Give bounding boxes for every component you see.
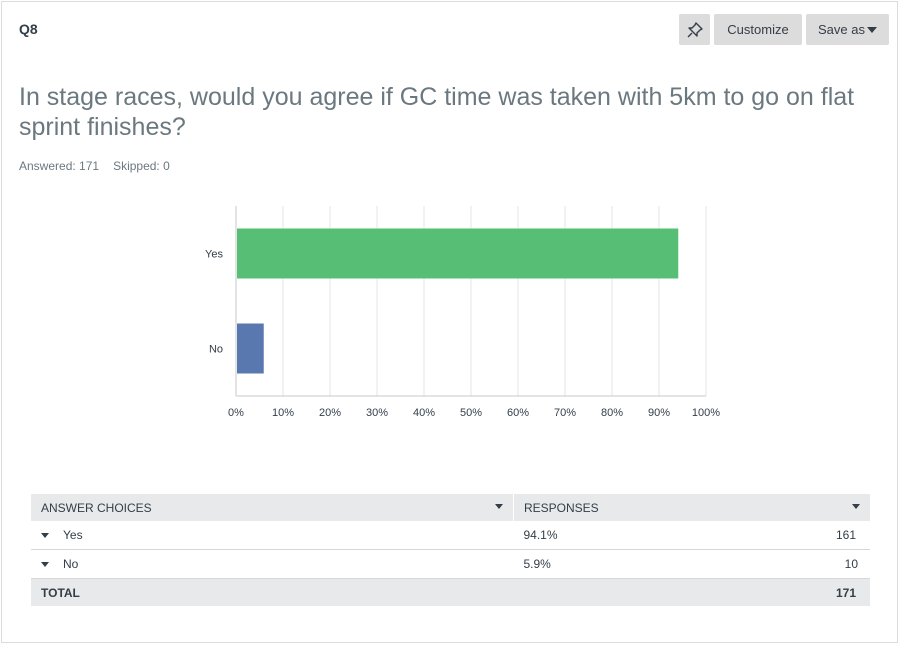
- x-tick-label: 80%: [601, 407, 623, 419]
- save-as-label: Save as: [818, 22, 865, 37]
- pin-icon: [687, 21, 703, 37]
- bar-yes: [237, 228, 679, 279]
- responses-table: ANSWER CHOICES RESPONSES Yes 94.1% 161: [31, 494, 870, 606]
- x-tick-label: 30%: [366, 407, 388, 419]
- x-tick-label: 40%: [413, 407, 435, 419]
- answer-choice-label: No: [63, 557, 79, 571]
- answer-choice-cell: No: [31, 549, 514, 579]
- question-number: Q8: [19, 21, 38, 37]
- total-label: TOTAL: [31, 578, 514, 606]
- x-tick-label: 90%: [648, 407, 670, 419]
- total-count: 171: [835, 585, 856, 600]
- sort-caret-icon[interactable]: [495, 504, 503, 509]
- response-percent: 94.1%: [523, 528, 558, 542]
- response-cell: 5.9% 10: [513, 549, 870, 579]
- response-percent: 5.9%: [523, 557, 551, 571]
- total-cell: 171: [513, 578, 870, 606]
- customize-button[interactable]: Customize: [714, 14, 802, 45]
- table-row: No 5.9% 10: [31, 549, 870, 579]
- response-count: 161: [835, 528, 856, 542]
- total-row: TOTAL 171: [31, 578, 870, 606]
- table-row: Yes 94.1% 161: [31, 521, 870, 550]
- answered-count: Answered: 171: [19, 159, 100, 173]
- answer-choice-label: Yes: [63, 528, 83, 542]
- x-tick-label: 20%: [319, 407, 341, 419]
- answer-choice-cell: Yes: [31, 521, 514, 550]
- column-header-responses[interactable]: RESPONSES: [513, 494, 870, 521]
- x-tick-label: 100%: [692, 407, 720, 419]
- save-as-button[interactable]: Save as: [806, 14, 889, 45]
- x-tick-label: 50%: [460, 407, 482, 419]
- pin-button[interactable]: [679, 14, 710, 45]
- x-tick-label: 70%: [554, 407, 576, 419]
- sort-caret-icon[interactable]: [852, 504, 860, 509]
- column-header-label: ANSWER CHOICES: [41, 500, 152, 515]
- expand-caret-icon[interactable]: [41, 533, 49, 539]
- column-header-label: RESPONSES: [524, 500, 599, 515]
- response-count: 10: [844, 557, 858, 571]
- x-tick-label: 10%: [272, 407, 294, 419]
- question-title: In stage races, would you agree if GC ti…: [19, 83, 855, 141]
- bar-no: [237, 323, 264, 374]
- y-category-label: No: [209, 344, 223, 356]
- x-tick-label: 0%: [228, 407, 244, 419]
- x-tick-label: 60%: [507, 407, 529, 419]
- y-category-label: Yes: [205, 249, 223, 261]
- bar-chart: 0% 10% 20% 30% 40% 50% 60% 70% 80% 90% 100% Yes No: [205, 206, 720, 419]
- caret-down-icon: [866, 26, 877, 33]
- column-header-answer-choices[interactable]: ANSWER CHOICES: [31, 494, 514, 521]
- expand-caret-icon[interactable]: [41, 562, 49, 568]
- skipped-count: Skipped: 0: [113, 159, 170, 173]
- response-cell: 94.1% 161: [513, 521, 870, 550]
- response-stats: Answered: 171 Skipped: 0: [19, 159, 170, 173]
